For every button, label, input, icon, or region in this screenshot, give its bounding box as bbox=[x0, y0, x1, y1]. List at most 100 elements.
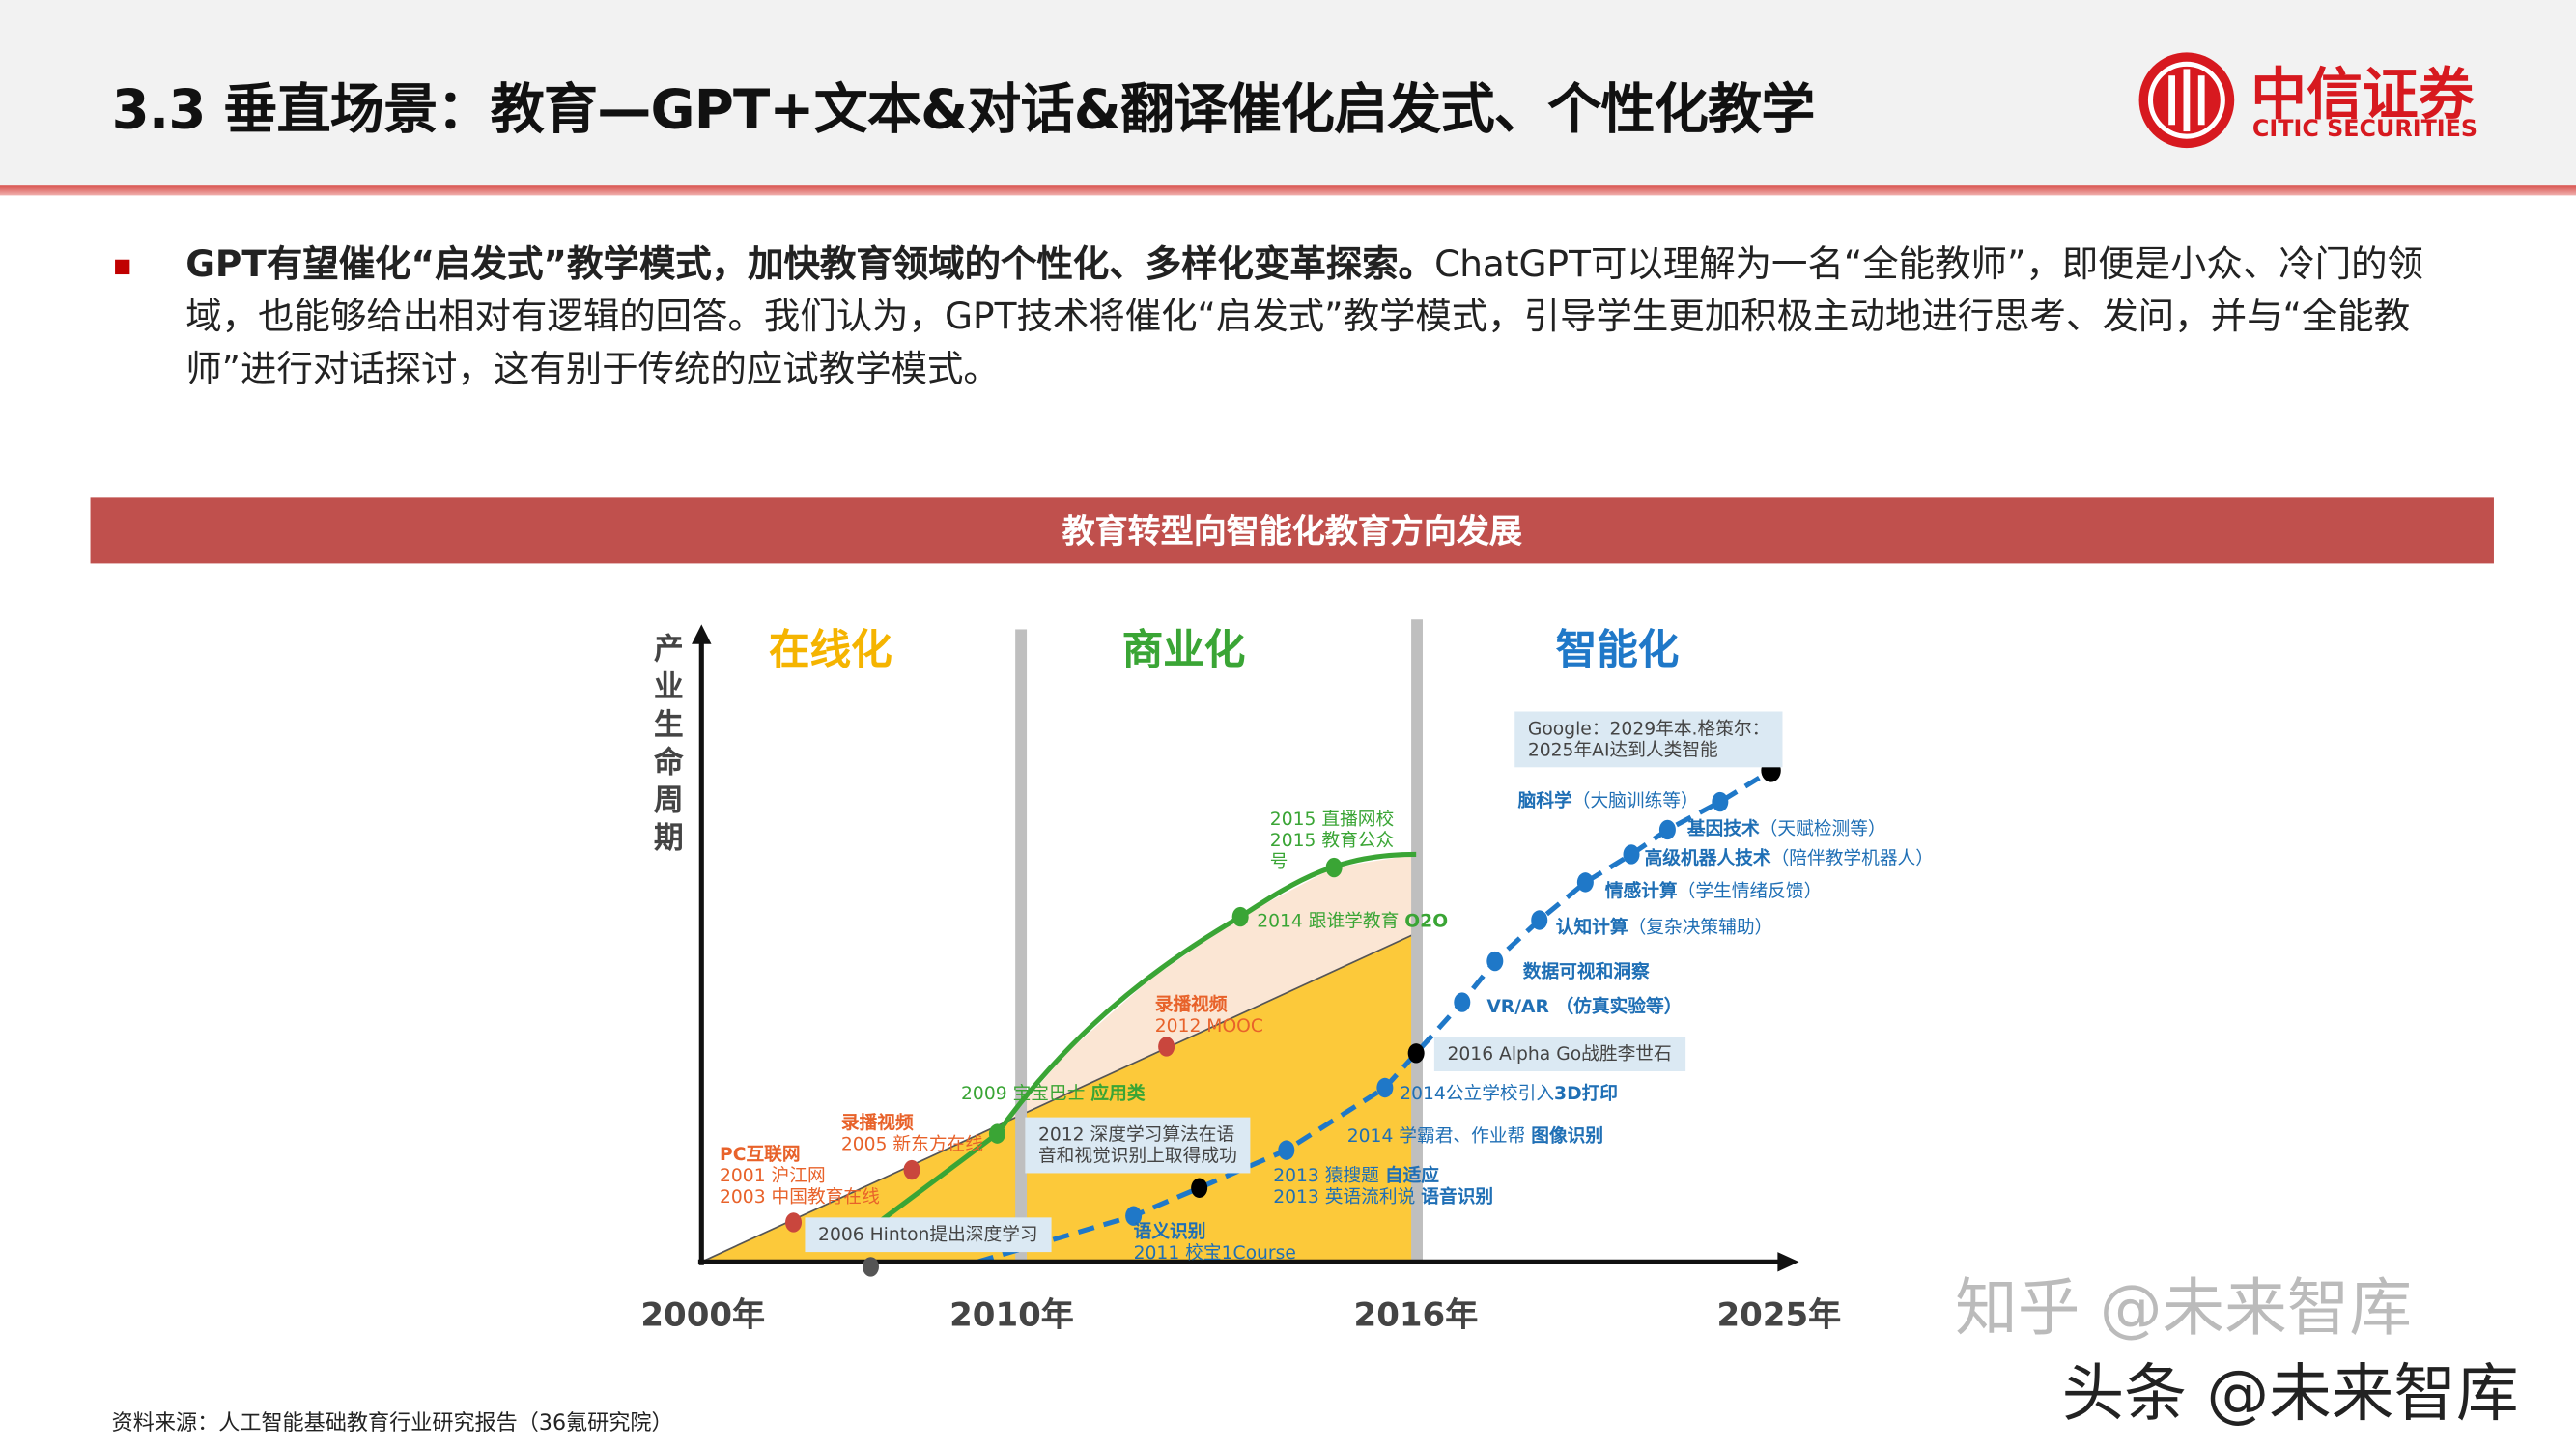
label-data-vis: 数据可视和洞察 bbox=[1522, 961, 1650, 983]
source-note: 资料来源：人工智能基础教育行业研究报告（36氪研究院） bbox=[111, 1411, 673, 1436]
rec-title: 录播视频 bbox=[840, 1112, 914, 1134]
lead-text: GPT有望催化“启发式”教学模式，加快教育领域的个性化、多样化变革探索。 bbox=[185, 244, 1435, 286]
mooc-item: 2012 MOOC bbox=[1154, 1015, 1263, 1037]
slide-title: 3.3 垂直场景：教育—GPT+文本&对话&翻译催化启发式、个性化教学 bbox=[111, 76, 1816, 142]
y-axis-arrow-icon bbox=[692, 624, 712, 644]
bullet-icon bbox=[115, 259, 130, 275]
cog-tag: 认知计算 bbox=[1555, 917, 1628, 939]
img-tag: 图像识别 bbox=[1531, 1125, 1604, 1148]
label-2013: 2013 猿搜题 自适应 2013 英语流利说 语音识别 bbox=[1273, 1165, 1493, 1208]
dl-line-1: 2012 深度学习算法在语 bbox=[1037, 1123, 1235, 1146]
point-2001 bbox=[785, 1212, 803, 1233]
header-divider bbox=[0, 185, 2576, 196]
x-axis-arrow-icon bbox=[1777, 1252, 1799, 1272]
body-text: ChatGPT可以理解为一名“全能教师”，即便是小众、冷门的领域，也能够给出相对… bbox=[185, 244, 2423, 391]
label-recorded-video-2005: 录播视频 2005 新东方在线 bbox=[841, 1113, 983, 1155]
print-year: 2014公立学校引入 bbox=[1400, 1082, 1555, 1105]
label-brain: 脑科学（大脑训练等） bbox=[1518, 790, 1699, 811]
point-2014-o2o bbox=[1231, 906, 1249, 927]
label-gene: 基因技术（天赋检测等） bbox=[1687, 818, 1886, 839]
app-tag: 应用类 bbox=[1090, 1082, 1146, 1105]
label-3d-print: 2014公立学校引入3D打印 bbox=[1400, 1083, 1618, 1104]
app-year: 2009 宝宝巴士 bbox=[961, 1082, 1086, 1105]
x-label-2025: 2025年 bbox=[1716, 1294, 1842, 1335]
ai-points bbox=[1125, 791, 1729, 1226]
section-banner: 教育转型向智能化教育方向发展 bbox=[90, 497, 2494, 564]
pc-item-2: 2003 中国教育在线 bbox=[719, 1186, 880, 1208]
cog-note: （复杂决策辅助） bbox=[1628, 917, 1773, 939]
phase-intelligent: 智能化 bbox=[1555, 626, 1680, 674]
label-emotion: 情感计算（学生情绪反馈） bbox=[1605, 881, 1823, 902]
online-line bbox=[700, 932, 1417, 1264]
robot-note: （陪伴教学机器人） bbox=[1770, 847, 1934, 869]
live-2: 2015 教育公众 bbox=[1269, 829, 1395, 852]
speech-year: 2013 英语流利说 bbox=[1273, 1186, 1416, 1208]
label-2015-live: 2015 直播网校 2015 教育公众号 bbox=[1270, 809, 1394, 872]
live-3: 号 bbox=[1269, 851, 1288, 873]
logo-text-en: CITIC SECURITIES bbox=[2251, 116, 2478, 143]
x-label-2000: 2000年 bbox=[640, 1294, 766, 1335]
gene-tag: 基因技术 bbox=[1686, 818, 1760, 840]
sem-tag: 语义识别 bbox=[1133, 1220, 1206, 1242]
brain-note: （大脑训练等） bbox=[1571, 790, 1699, 812]
rec-item: 2005 新东方在线 bbox=[840, 1133, 983, 1155]
logo-text-cn: 中信证券 bbox=[2250, 62, 2475, 128]
watermark-zhihu: 知乎 @未来智库 bbox=[1955, 1271, 2413, 1345]
label-robot: 高级机器人技术（陪伴教学机器人） bbox=[1645, 848, 1934, 869]
point-2009 bbox=[988, 1123, 1005, 1144]
point-2015 bbox=[1325, 857, 1343, 878]
x-label-2010: 2010年 bbox=[949, 1294, 1074, 1335]
gene-note: （天赋检测等） bbox=[1759, 818, 1886, 840]
watermark-toutiao: 头条 @未来智库 bbox=[2061, 1356, 2519, 1430]
label-pc-internet: PC互联网 2001 沪江网 2003 中国教育在线 bbox=[720, 1144, 880, 1208]
point-2006 bbox=[862, 1257, 879, 1277]
img-year: 2014 学霸君、作业帮 bbox=[1346, 1125, 1526, 1148]
x-label-2016: 2016年 bbox=[1353, 1294, 1479, 1335]
emo-note: （学生情绪反馈） bbox=[1677, 880, 1823, 902]
body-paragraph: GPT有望催化“启发式”教学模式，加快教育领域的个性化、多样化变革探索。Chat… bbox=[185, 240, 2477, 397]
print-tag: 3D打印 bbox=[1554, 1082, 1619, 1105]
point-2012-mooc bbox=[1158, 1037, 1175, 1057]
vr-tag: VR/AR bbox=[1486, 995, 1549, 1017]
robot-tag: 高级机器人技术 bbox=[1644, 847, 1771, 869]
box-alphago: 2016 Alpha Go战胜李世石 bbox=[1433, 1037, 1685, 1071]
google-line-2: 2025年AI达到人类智能 bbox=[1527, 739, 1718, 761]
sem-year: 2011 校宝1Course bbox=[1133, 1241, 1296, 1264]
commercial-points bbox=[988, 857, 1343, 1144]
brain-tag: 脑科学 bbox=[1517, 790, 1572, 812]
label-vr-ar: VR/AR （仿真实验等） bbox=[1486, 996, 1682, 1017]
emo-tag: 情感计算 bbox=[1604, 880, 1678, 902]
divider-2010 bbox=[1015, 629, 1028, 1263]
beige-area bbox=[997, 854, 1417, 1134]
mooc-title: 录播视频 bbox=[1154, 994, 1228, 1016]
commercial-curve bbox=[852, 851, 1417, 1243]
box-hinton: 2006 Hinton提出深度学习 bbox=[805, 1217, 1052, 1253]
o2o-year: 2014 跟谁学教育 bbox=[1257, 910, 1400, 932]
google-line-1: Google：2029年本.格策尔： bbox=[1527, 718, 1770, 740]
label-2009-app: 2009 宝宝巴士 应用类 bbox=[961, 1083, 1146, 1104]
pc-title: PC互联网 bbox=[719, 1143, 801, 1165]
box-google: Google：2029年本.格策尔： 2025年AI达到人类智能 bbox=[1514, 711, 1783, 768]
dl-line-2: 音和视觉识别上取得成功 bbox=[1037, 1145, 1237, 1167]
citic-logo-icon bbox=[2138, 52, 2235, 149]
pc-item-1: 2001 沪江网 bbox=[719, 1164, 826, 1187]
label-mooc: 录播视频 2012 MOOC bbox=[1155, 994, 1263, 1037]
speech-tag: 语音识别 bbox=[1421, 1186, 1494, 1208]
label-2014-o2o: 2014 跟谁学教育 O2O bbox=[1257, 910, 1448, 931]
adapt-year: 2013 猿搜题 bbox=[1273, 1164, 1379, 1187]
adapt-tag: 自适应 bbox=[1384, 1164, 1439, 1187]
label-semantic: 语义识别 2011 校宝1Course bbox=[1134, 1221, 1296, 1264]
vr-note: （仿真实验等） bbox=[1555, 995, 1683, 1017]
live-1: 2015 直播网校 bbox=[1269, 808, 1395, 830]
label-cognitive: 认知计算（复杂决策辅助） bbox=[1556, 917, 1773, 938]
phase-online: 在线化 bbox=[769, 626, 892, 674]
divider-2016 bbox=[1411, 619, 1423, 1263]
phase-commercial: 商业化 bbox=[1121, 626, 1246, 674]
label-image-recognition: 2014 学霸君、作业帮 图像识别 bbox=[1347, 1125, 1603, 1147]
point-2005 bbox=[903, 1159, 920, 1180]
online-points bbox=[785, 1037, 1175, 1233]
box-deep-learning-2012: 2012 深度学习算法在语 音和视觉识别上取得成功 bbox=[1025, 1117, 1251, 1174]
y-axis-label: 产业生命周期 bbox=[653, 632, 684, 857]
